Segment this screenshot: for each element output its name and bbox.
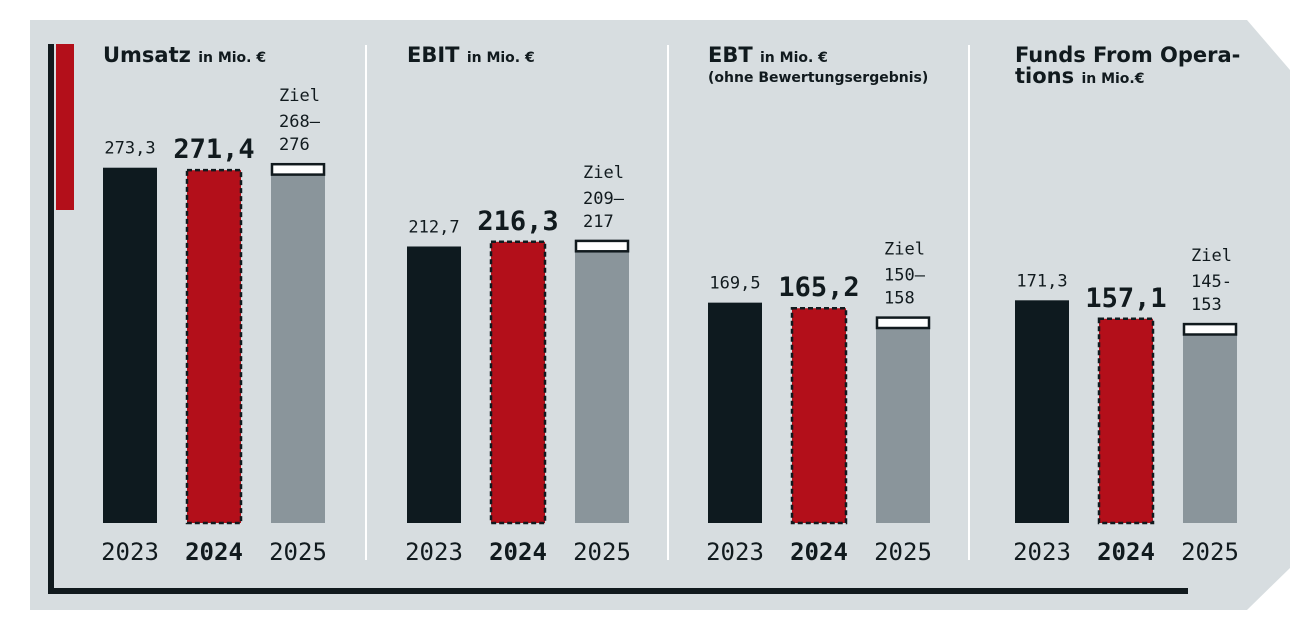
target-range-box [574,239,630,253]
chart-unit: in Mio. € [198,50,266,66]
bar-2023 [708,302,762,523]
value-label-2024: 165,2 [778,272,859,303]
year-label-2025: 2025 [269,538,327,566]
chart-2: EBIT in Mio. € 212,7 2023 216,3 2024 217 209– Z… [405,43,631,566]
bar-2024 [790,306,848,525]
value-label-2023: 169,5 [709,274,760,294]
year-label-2023: 2023 [1013,538,1071,566]
chart-unit: in Mio. € [467,50,535,66]
year-label-2023: 2023 [101,538,159,566]
year-label-2023: 2023 [706,538,764,566]
target-range-low: 145- [1191,272,1232,292]
bar-2023 [1015,300,1069,523]
frame-vertical [48,44,54,594]
chart-1: Umsatz in Mio. € 273,3 2023 271,4 2024 276 268… [101,43,327,566]
target-range-box [270,162,326,176]
chart-unit: in Mio.€ [1081,71,1144,87]
target-range-low: 209– [583,189,625,209]
chart-subtitle: (ohne Bewertungsergebnis) [708,70,928,86]
year-label-2025: 2025 [1181,538,1239,566]
target-label: Ziel [583,163,624,183]
target-range-box [1182,322,1238,336]
bar-2023 [407,246,461,524]
value-label-2024: 157,1 [1085,283,1166,314]
bar-2025 [876,328,930,523]
target-range-low: 150– [884,266,926,286]
frame-horizontal [48,588,1188,594]
panel-background [30,20,1290,610]
target-range-high: 276 [279,135,310,155]
target-range-high: 158 [884,289,915,309]
chart-3: EBT in Mio. € (ohne Bewertungsergebnis) 16… [706,43,932,566]
year-label-2024: 2024 [185,538,243,566]
target-label: Ziel [279,86,320,106]
year-label-2025: 2025 [874,538,932,566]
year-label-2024: 2024 [1097,538,1155,566]
value-label-2024: 216,3 [477,206,558,237]
year-label-2023: 2023 [405,538,463,566]
bar-2024 [185,168,243,525]
target-label: Ziel [1191,246,1232,266]
chart-title: Umsatz in Mio. € [103,43,266,67]
value-label-2023: 171,3 [1016,271,1067,291]
chart-unit: in Mio. € [760,50,828,66]
target-range-high: 217 [583,212,614,232]
year-label-2025: 2025 [573,538,631,566]
target-range-high: 153 [1191,295,1222,315]
value-label-2023: 212,7 [408,217,459,237]
bar-2025 [271,174,325,523]
chart-title-line2: tions in Mio.€ [1015,64,1145,88]
value-label-2024: 271,4 [173,134,254,165]
chart-title: EBT in Mio. € [708,43,828,67]
chart-4: Funds From Opera-tions in Mio.€ 171,3 2023… [1013,43,1240,566]
accent-stripe [56,44,74,210]
year-label-2024: 2024 [489,538,547,566]
chart-title: EBIT in Mio. € [407,43,535,67]
bar-2025 [1183,334,1237,523]
bar-2024 [489,240,547,525]
bar-2024 [1097,317,1155,525]
bar-2023 [103,167,157,523]
bar-2025 [575,251,629,524]
value-label-2023: 273,3 [104,139,155,159]
chart-title: Funds From Opera- [1015,43,1240,67]
target-range-box [875,316,931,330]
target-label: Ziel [884,240,925,260]
target-range-low: 268– [279,112,321,132]
year-label-2024: 2024 [790,538,848,566]
